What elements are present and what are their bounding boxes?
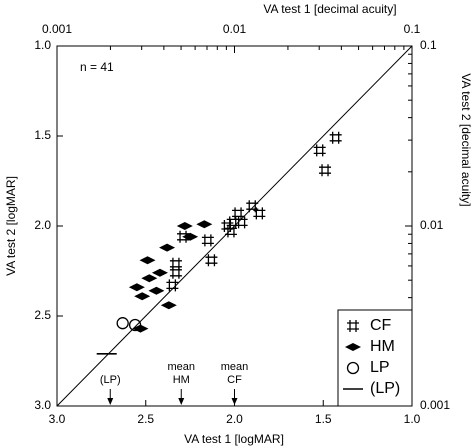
x-tick-label: 2.5: [137, 412, 154, 426]
y-tick-label: 1.5: [34, 128, 51, 142]
arrow-label: (LP): [100, 374, 121, 386]
diamond-shape: [139, 256, 156, 265]
hash-stroke: [205, 254, 218, 267]
legend-label: LP: [370, 359, 390, 376]
circle-shape: [128, 318, 142, 332]
marker-diamond: [159, 243, 176, 252]
x2-tick-label: 0.1: [404, 22, 421, 36]
y-tick-label: 2.5: [34, 308, 51, 322]
arrow-label: mean: [221, 361, 249, 373]
marker-hash: [169, 257, 182, 270]
diamond-shape: [134, 292, 151, 301]
marker-circle: [346, 361, 360, 375]
y-tick-label: 1.0: [34, 38, 51, 52]
y2-axis-title: VA test 2 [decimal acuity]: [459, 73, 473, 206]
legend-label: HM: [370, 338, 395, 355]
hash-stroke: [253, 207, 266, 220]
marker-diamond: [160, 301, 177, 310]
marker-hash: [235, 216, 248, 229]
diamond-shape: [345, 343, 361, 351]
hash-stroke: [313, 144, 326, 157]
arrow-label: HM: [173, 374, 190, 386]
marker-hash: [347, 320, 359, 332]
arrow-head: [107, 398, 114, 405]
circle-shape: [116, 317, 129, 330]
hash-stroke: [319, 164, 332, 177]
marker-hash: [166, 279, 179, 292]
annotation: n = 41: [80, 60, 114, 74]
marker-diamond: [148, 286, 165, 295]
y-tick-label: 2.0: [34, 218, 51, 232]
hash-stroke: [224, 225, 237, 238]
diamond-shape: [128, 283, 145, 292]
diamond-shape: [141, 274, 158, 283]
y2-tick-label: 0.1: [420, 38, 437, 52]
marker-diamond: [176, 222, 193, 230]
hash-stroke: [347, 320, 359, 332]
marker-diamond: [345, 343, 361, 351]
marker-hash: [201, 234, 214, 247]
x2-axis-title: VA test 1 [decimal acuity]: [263, 2, 396, 16]
marker-diamond: [139, 256, 156, 265]
hash-stroke: [329, 131, 342, 144]
hash-stroke: [221, 220, 234, 232]
diamond-shape: [151, 268, 168, 277]
marker-diamond: [141, 274, 158, 283]
y-tick-label: 3.0: [34, 398, 51, 412]
marker-hash: [246, 200, 259, 213]
hash-stroke: [166, 279, 179, 292]
x-tick-label: 3.0: [49, 412, 66, 426]
hash-stroke: [169, 257, 182, 270]
hash-stroke: [246, 200, 259, 213]
x2-tick-label: 0.001: [42, 22, 72, 36]
marker-hash: [205, 254, 218, 267]
marker-diamond: [128, 283, 145, 292]
hash-stroke: [169, 266, 182, 279]
arrow-label: mean: [167, 361, 195, 373]
x-tick-label: 1.5: [315, 412, 332, 426]
x-tick-label: 1.0: [404, 412, 421, 426]
arrow-head: [178, 398, 185, 405]
marker-diamond: [151, 268, 168, 277]
marker-diamond: [182, 232, 199, 241]
hash-stroke: [235, 216, 248, 229]
marker-hash: [319, 164, 332, 177]
x-axis-title: VA test 1 [logMAR]: [184, 432, 284, 446]
marker-hash: [313, 144, 326, 157]
x-tick-label: 2.0: [226, 412, 243, 426]
diamond-shape: [160, 301, 177, 310]
y2-tick-label: 0.001: [420, 398, 450, 412]
marker-hash: [232, 207, 245, 220]
marker-circle: [128, 318, 142, 332]
marker-hash: [253, 207, 266, 220]
legend-label: (LP): [370, 380, 400, 397]
marker-hash: [224, 225, 237, 238]
diamond-shape: [159, 243, 176, 252]
diamond-shape: [148, 286, 165, 295]
marker-diamond: [196, 220, 213, 229]
arrow-head: [231, 398, 238, 405]
marker-hash: [221, 220, 234, 232]
y2-tick-label: 0.01: [420, 218, 444, 232]
hash-stroke: [232, 207, 245, 220]
marker-hash: [169, 266, 182, 279]
diamond-shape: [182, 232, 199, 241]
diamond-shape: [176, 222, 193, 230]
legend-label: CF: [370, 317, 392, 334]
x2-tick-label: 0.01: [223, 22, 247, 36]
marker-circle: [116, 317, 129, 330]
marker-diamond: [134, 292, 151, 301]
arrow-label: CF: [227, 374, 242, 386]
marker-hash: [329, 131, 342, 144]
hash-stroke: [201, 234, 214, 247]
y-axis-title: VA test 2 [logMAR]: [4, 176, 18, 276]
diamond-shape: [196, 220, 213, 229]
circle-shape: [346, 361, 360, 375]
